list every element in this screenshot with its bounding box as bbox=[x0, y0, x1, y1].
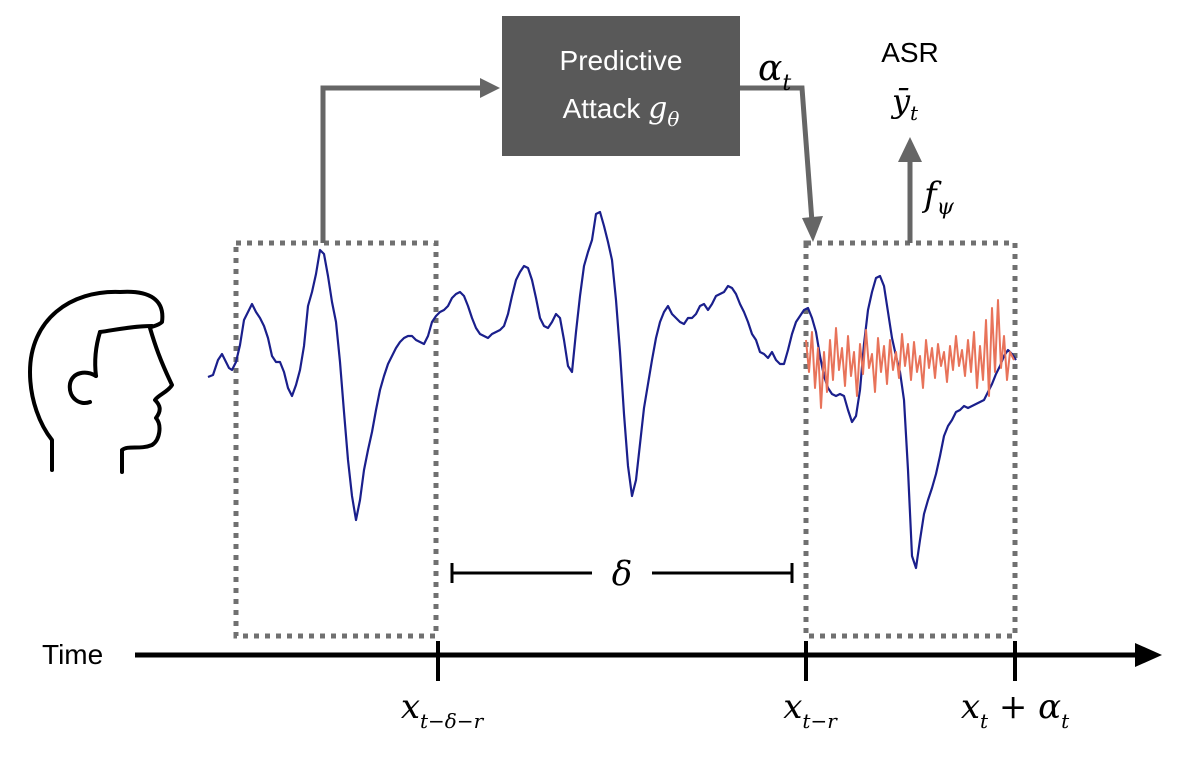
predictive-attack-module bbox=[502, 16, 740, 156]
asr-label: ASR bbox=[881, 37, 939, 68]
attack-window bbox=[803, 240, 1018, 639]
attack-output-label: αt bbox=[758, 48, 791, 96]
time-axis-label: Time bbox=[42, 639, 103, 670]
attack-arrowhead bbox=[802, 216, 823, 242]
input-arrowhead bbox=[480, 78, 500, 98]
delta-interval bbox=[450, 563, 794, 583]
tick-label-3: xt + αt bbox=[961, 687, 1070, 733]
input-window bbox=[233, 240, 439, 639]
asr-arrowhead bbox=[898, 137, 922, 162]
time-axis-arrowhead bbox=[1135, 643, 1162, 667]
human-head-profile-icon bbox=[28, 289, 174, 474]
tick-label-2: xt−r bbox=[783, 687, 838, 733]
module-to-attack-arrow bbox=[740, 85, 815, 223]
adversarial-perturbation-waveform bbox=[805, 299, 1015, 409]
module-title: Predictive bbox=[560, 45, 683, 76]
input-to-module-arrow bbox=[320, 85, 492, 243]
speech-signal-waveform bbox=[207, 210, 1017, 570]
tick-label-1: xt−δ−r bbox=[401, 687, 485, 733]
module-subtitle: Attack gθ bbox=[563, 91, 680, 131]
asr-output-label: ȳt bbox=[890, 82, 919, 125]
asr-function-label: fψ bbox=[921, 175, 955, 220]
delta-label: δ bbox=[612, 554, 632, 594]
